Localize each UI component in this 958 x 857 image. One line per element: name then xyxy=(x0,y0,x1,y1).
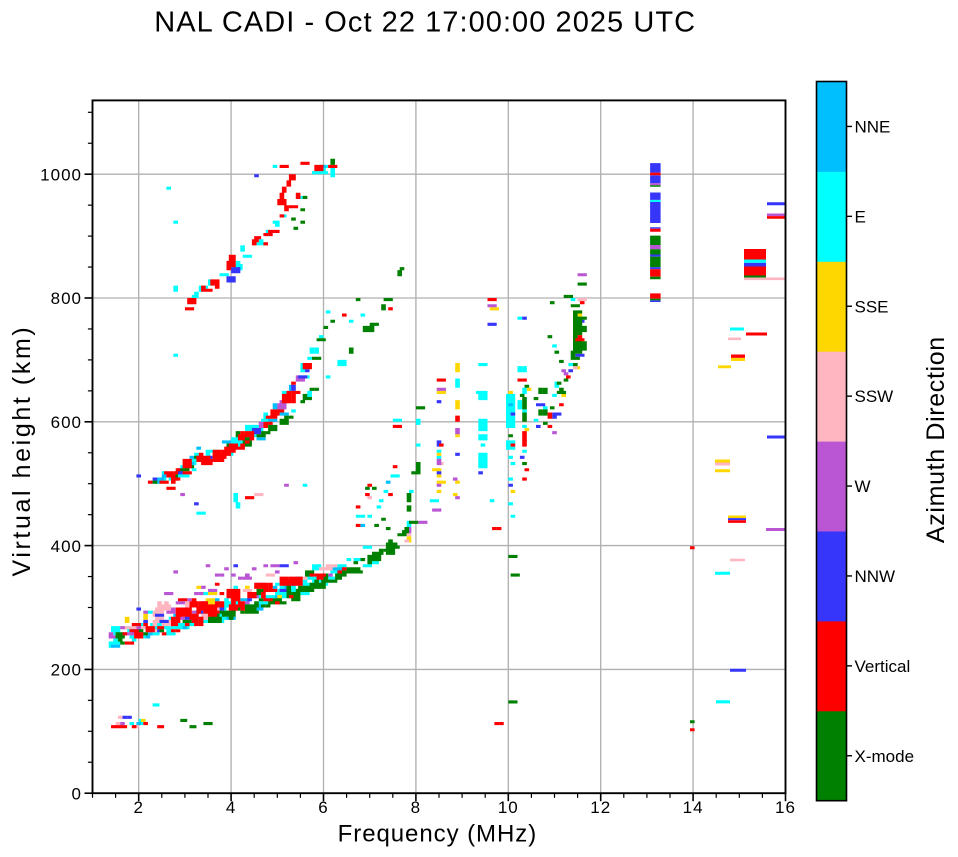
svg-text:8: 8 xyxy=(411,798,421,817)
svg-text:6: 6 xyxy=(318,798,328,817)
svg-text:Virtual height (km): Virtual height (km) xyxy=(8,325,36,577)
svg-text:W: W xyxy=(855,477,871,496)
svg-text:12: 12 xyxy=(590,798,611,817)
svg-text:14: 14 xyxy=(683,798,704,817)
svg-text:200: 200 xyxy=(51,661,82,680)
svg-text:SSE: SSE xyxy=(855,297,889,316)
svg-text:X-mode: X-mode xyxy=(855,747,915,766)
svg-text:NNE: NNE xyxy=(855,117,891,136)
svg-text:NAL CADI - Oct 22 17:00:00 202: NAL CADI - Oct 22 17:00:00 2025 UTC xyxy=(154,7,696,39)
svg-text:1000: 1000 xyxy=(40,165,82,184)
svg-text:4: 4 xyxy=(226,798,236,817)
svg-text:SSW: SSW xyxy=(855,387,894,406)
svg-text:E: E xyxy=(855,207,866,226)
svg-text:2: 2 xyxy=(133,798,143,817)
svg-text:Vertical: Vertical xyxy=(855,657,911,676)
svg-text:400: 400 xyxy=(51,537,82,556)
svg-text:800: 800 xyxy=(51,289,82,308)
svg-text:NNW: NNW xyxy=(855,567,896,586)
svg-text:16: 16 xyxy=(775,798,796,817)
svg-text:Frequency (MHz): Frequency (MHz) xyxy=(338,821,537,848)
svg-text:Azimuth Direction: Azimuth Direction xyxy=(922,336,950,543)
svg-text:0: 0 xyxy=(72,784,82,803)
svg-text:600: 600 xyxy=(51,413,82,432)
svg-text:10: 10 xyxy=(498,798,519,817)
